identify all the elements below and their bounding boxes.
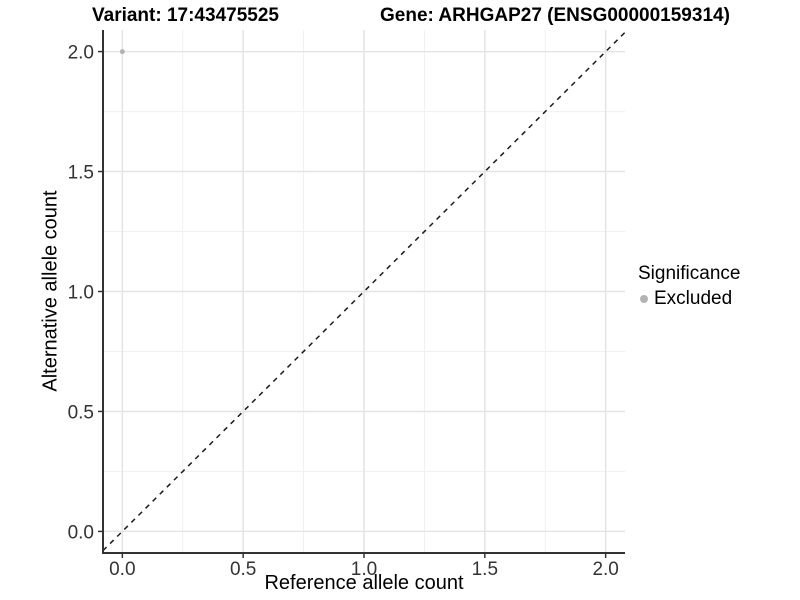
x-tick-label: 1.0 — [351, 559, 377, 580]
x-tick-label: 2.0 — [592, 559, 618, 580]
legend-item-label: Excluded — [654, 288, 733, 309]
x-tick-label: 0.5 — [230, 559, 256, 580]
y-tick-label: 0.0 — [68, 522, 94, 543]
gene-title: Gene: ARHGAP27 (ENSG00000159314) — [380, 5, 730, 26]
variant-title: Variant: 17:43475525 — [92, 5, 279, 26]
y-tick-label: 0.5 — [68, 402, 94, 423]
legend: Significance Excluded — [638, 263, 740, 310]
x-tick-label: 0.0 — [109, 559, 135, 580]
excluded-point-icon — [640, 295, 648, 303]
data-point — [119, 49, 125, 55]
legend-item-excluded: Excluded — [638, 288, 740, 310]
x-tick-label: 1.5 — [472, 559, 498, 580]
y-axis-title: Alternative allele count — [39, 190, 62, 392]
legend-title: Significance — [638, 263, 741, 284]
identity-line — [102, 31, 626, 552]
x-axis-title: Reference allele count — [264, 572, 464, 594]
y-tick-label: 1.0 — [68, 283, 94, 304]
y-tick-label: 2.0 — [68, 43, 94, 64]
y-tick-label: 1.5 — [68, 163, 94, 184]
